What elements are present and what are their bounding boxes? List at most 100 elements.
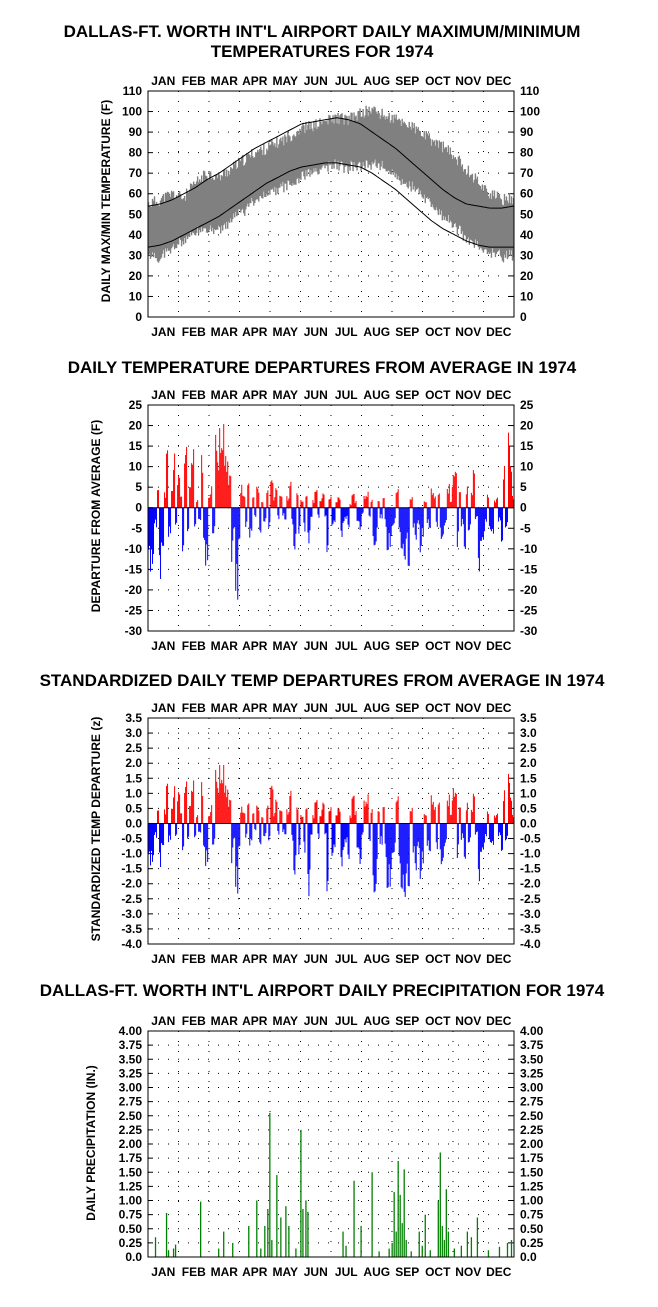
- month-label-top: MAR: [211, 701, 239, 715]
- y-tick-label-right: 10: [520, 460, 534, 474]
- departure-bar: [446, 800, 448, 824]
- month-label-top: SEP: [395, 1014, 419, 1028]
- departure-bar: [254, 507, 256, 516]
- y-tick-label-right: 3.25: [520, 1066, 544, 1080]
- month-label-bottom: JAN: [151, 1265, 175, 1279]
- departure-bar: [367, 491, 369, 508]
- departure-bar: [209, 815, 211, 824]
- y-tick-label-right: 1.00: [520, 1194, 544, 1208]
- departure-bar: [249, 507, 251, 538]
- month-label-bottom: MAR: [211, 952, 239, 966]
- plot-frame: [147, 717, 515, 945]
- departure-bar: [272, 482, 274, 508]
- departure-bar: [378, 811, 380, 824]
- departure-bar: [332, 507, 334, 524]
- departure-bar: [233, 507, 235, 529]
- departure-bar: [387, 507, 389, 550]
- departure-bar: [479, 823, 481, 852]
- y-tick-label-left: 0: [135, 501, 142, 515]
- departure-bar: [215, 434, 217, 508]
- departure-bar: [240, 812, 242, 824]
- y-tick-label-left: 4.00: [119, 1024, 143, 1038]
- departure-bar: [315, 491, 317, 508]
- departure-bar: [296, 493, 298, 508]
- y-tick-label-left: -20: [125, 583, 143, 597]
- y-tick-label-right: -20: [520, 583, 538, 597]
- departure-bar: [238, 823, 240, 847]
- departure-bar: [485, 823, 487, 837]
- departure-bar: [261, 817, 263, 824]
- departure-bar: [296, 807, 298, 824]
- departure-bar: [414, 507, 416, 535]
- y-tick-label-left: 25: [129, 398, 143, 412]
- y-tick-label-left: 15: [129, 439, 143, 453]
- departure-bar: [328, 811, 330, 824]
- departure-bar: [491, 507, 493, 529]
- departure-bar: [500, 823, 502, 851]
- departure-bar: [169, 507, 171, 527]
- departure-bar: [151, 507, 153, 550]
- month-label-top: AUG: [363, 1014, 390, 1028]
- departure-bar: [313, 818, 315, 824]
- departure-bar: [342, 507, 344, 523]
- departure-bar: [197, 815, 199, 824]
- departure-bar: [317, 823, 319, 834]
- departure-bar: [222, 450, 224, 508]
- departure-bar: [268, 823, 270, 841]
- departure-bar: [410, 499, 412, 508]
- y-tick-label-left: 20: [129, 419, 143, 433]
- departure-bar: [428, 507, 430, 528]
- departure-bar: [504, 507, 506, 528]
- departure-bar: [274, 813, 276, 824]
- departure-bar: [308, 823, 310, 897]
- departure-bar: [444, 823, 446, 843]
- departure-bar: [162, 507, 164, 546]
- departure-bar: [167, 783, 169, 824]
- departure-bar: [350, 505, 352, 508]
- departure-bar: [504, 823, 506, 841]
- departure-bar: [399, 507, 401, 532]
- departure-bar: [437, 494, 439, 508]
- departure-bar: [388, 823, 390, 865]
- departure-bar: [233, 823, 235, 839]
- departure-bar: [495, 499, 497, 508]
- departure-bar: [245, 823, 247, 838]
- departure-bar: [203, 823, 205, 846]
- chart4-plot: 0.0 0.00.25 0.250.50 0.500.75 0.751.00 1.001.…: [119, 1014, 544, 1279]
- y-tick-label-left: 3.75: [119, 1038, 143, 1052]
- departure-bar: [257, 807, 259, 824]
- y-tick-label-right: -30: [520, 624, 538, 638]
- departure-bar: [508, 782, 510, 824]
- departure-bar: [333, 823, 335, 845]
- month-label-top: JUL: [335, 701, 358, 715]
- departure-bar: [425, 502, 427, 508]
- y-tick-label-left: 5: [135, 480, 142, 494]
- departure-bar: [488, 823, 490, 840]
- month-label-bottom: JUN: [304, 1265, 328, 1279]
- departure-bar: [174, 786, 176, 824]
- departure-bar: [485, 507, 487, 522]
- month-label-top: MAY: [272, 701, 298, 715]
- departure-bar: [261, 502, 263, 508]
- departure-bar: [398, 823, 400, 856]
- y-tick-label-right: 25: [520, 398, 534, 412]
- departure-bar: [222, 783, 224, 824]
- departure-bar: [511, 814, 513, 824]
- departure-bar: [177, 801, 179, 824]
- departure-bar: [389, 823, 391, 887]
- departure-bar: [334, 823, 336, 848]
- departure-bar: [502, 479, 504, 508]
- departure-bar: [283, 823, 285, 830]
- departure-bar: [231, 823, 233, 864]
- departure-bar: [217, 787, 219, 824]
- month-label-top: JUL: [335, 74, 358, 88]
- y-tick-label-right: -25: [520, 603, 538, 617]
- departure-bar: [214, 823, 216, 839]
- departure-bar: [366, 497, 368, 508]
- departure-bar: [390, 823, 392, 870]
- y-tick-label-right: 4.00: [520, 1024, 544, 1038]
- departure-bar: [370, 501, 372, 508]
- departure-bar: [373, 507, 375, 546]
- departure-bar: [167, 450, 169, 508]
- departure-bar: [334, 507, 336, 523]
